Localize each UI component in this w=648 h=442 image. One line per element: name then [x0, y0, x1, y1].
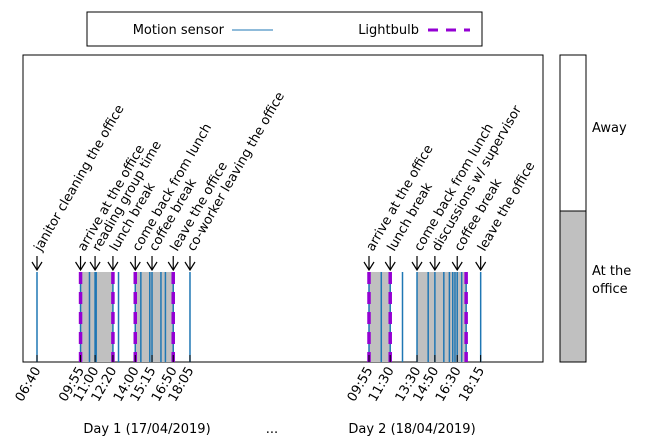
motion-layer — [36, 272, 482, 362]
day-separator: ... — [266, 422, 278, 437]
annotation-arrow-head — [167, 261, 179, 272]
annotation-arrow-head — [129, 261, 141, 272]
annotation-arrow-head — [384, 261, 396, 272]
annotation-arrow-head — [107, 261, 119, 272]
legend-motion-label: Motion sensor — [133, 23, 225, 38]
presence-bar: Away At the office — [559, 54, 631, 363]
day-label-2: Day 2 (18/04/2019) — [348, 422, 475, 437]
annotation-arrow-head — [146, 261, 158, 272]
day-label-layer: Day 1 (17/04/2019) Day 2 (18/04/2019) — [83, 422, 475, 437]
annotation-arrow-head — [451, 261, 463, 272]
away-label: Away — [592, 121, 627, 136]
legend-light-label: Lightbulb — [358, 23, 419, 38]
day-label-1: Day 1 (17/04/2019) — [83, 422, 210, 437]
annotation-arrow-head — [475, 261, 487, 272]
annotation-arrow-head — [429, 261, 441, 272]
annotation-arrow-head — [89, 261, 101, 272]
annotation-arrow-head — [184, 261, 196, 272]
tick-label-d1-0: 06:40 — [13, 365, 45, 405]
light-layer — [78, 272, 468, 362]
legend-box — [86, 11, 483, 47]
office-label-line1: At the — [592, 264, 631, 279]
occupied-interval-d2-0 — [369, 272, 391, 362]
office-label-line2: office — [592, 282, 628, 297]
annotation-arrow-head — [75, 261, 87, 272]
annotation-arrow-head — [411, 261, 423, 272]
annotation-arrow-head — [363, 261, 375, 272]
presence-bar-fill — [559, 210, 587, 363]
annotation-arrow-head — [31, 261, 43, 272]
occupied-interval-d2-1 — [417, 272, 467, 362]
legend: Motion sensor Lightbulb — [86, 11, 483, 47]
